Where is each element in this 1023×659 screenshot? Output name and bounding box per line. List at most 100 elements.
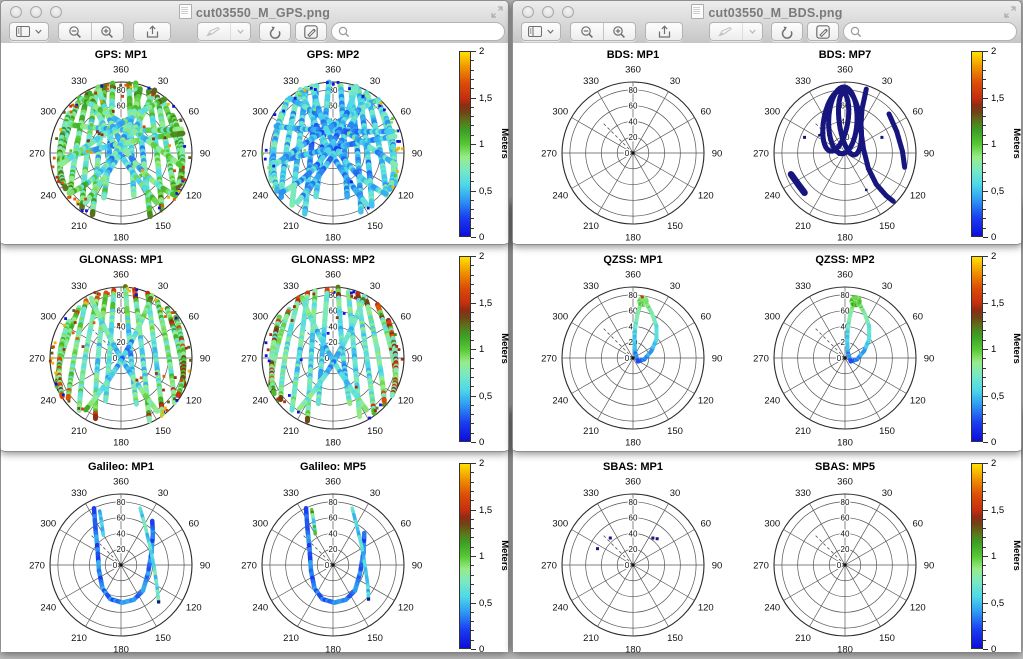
- colorbar-minor-tick: [471, 134, 474, 136]
- svg-text:330: 330: [795, 281, 811, 292]
- colorbar-minor-tick: [471, 265, 474, 267]
- colorbar-minor-tick: [983, 218, 986, 220]
- zoom-button[interactable]: [562, 6, 574, 18]
- svg-text:270: 270: [29, 149, 45, 160]
- share-button[interactable]: [645, 22, 683, 41]
- search-field[interactable]: [843, 22, 1017, 41]
- edit-button[interactable]: [295, 22, 327, 41]
- svg-text:180: 180: [837, 438, 853, 449]
- zoom-in-button[interactable]: [90, 23, 123, 40]
- colorbar-minor-tick: [471, 199, 474, 201]
- svg-text:330: 330: [583, 76, 599, 87]
- svg-text:90: 90: [412, 354, 423, 365]
- fullscreen-icon[interactable]: [1004, 5, 1016, 18]
- svg-text:80: 80: [117, 86, 126, 95]
- svg-text:360: 360: [113, 477, 129, 488]
- share-button[interactable]: [133, 22, 171, 41]
- colorbar-minor-tick: [471, 376, 474, 378]
- fullscreen-icon[interactable]: [491, 5, 503, 18]
- svg-text:270: 270: [541, 561, 557, 572]
- colorbar-tick-label: 2: [479, 251, 485, 262]
- titlebar[interactable]: cut03550_M_GPS.png: [1, 1, 508, 21]
- svg-text:300: 300: [552, 107, 568, 118]
- edit-button[interactable]: [807, 22, 839, 41]
- zoom-in-button[interactable]: [602, 23, 635, 40]
- colorbar-minor-tick: [983, 386, 986, 388]
- markup-pen-button[interactable]: [198, 23, 230, 40]
- titlebar[interactable]: cut03550_M_BDS.png: [513, 1, 1021, 21]
- svg-text:270: 270: [241, 149, 257, 160]
- zoom-out-button[interactable]: [59, 23, 91, 40]
- sidebar-view-button[interactable]: [9, 22, 49, 41]
- plot-title: GPS: MP2: [306, 49, 360, 61]
- window-bds[interactable]: cut03550_M_BDS.png BDS: MP1 360 30 60 90 120 1…: [512, 0, 1022, 245]
- colorbar-minor-tick: [983, 125, 986, 127]
- svg-text:330: 330: [283, 488, 299, 499]
- svg-text:90: 90: [200, 149, 211, 160]
- svg-text:210: 210: [283, 426, 299, 437]
- search-input[interactable]: [866, 24, 1010, 39]
- svg-text:0: 0: [837, 561, 842, 570]
- svg-text:60: 60: [117, 102, 126, 111]
- markup-dropdown-button[interactable]: [741, 23, 762, 40]
- colorbar-minor-tick: [471, 386, 474, 388]
- plot-row-bds: BDS: MP1 360 30 60 90 120 150 180 210 240 270 300 33…: [513, 43, 1022, 243]
- svg-text:60: 60: [117, 514, 126, 523]
- svg-text:60: 60: [329, 514, 338, 523]
- markup-button-group: [197, 22, 251, 41]
- colorbar-minor-tick: [983, 227, 986, 229]
- colorbar-major-tick: [983, 556, 988, 557]
- colorbar-minor-tick: [983, 199, 986, 201]
- colorbar-minor-tick: [983, 209, 986, 211]
- colorbar-gradient: [971, 51, 983, 237]
- minimize-button[interactable]: [30, 6, 42, 18]
- colorbar-minor-tick: [471, 583, 474, 585]
- zoom-button[interactable]: [50, 6, 62, 18]
- markup-pen-button[interactable]: [710, 23, 742, 40]
- chevron-down-icon: [237, 29, 244, 34]
- minimize-button[interactable]: [542, 6, 554, 18]
- close-button[interactable]: [522, 6, 534, 18]
- svg-text:210: 210: [583, 633, 599, 644]
- rotate-left-button[interactable]: [259, 22, 291, 41]
- colorbar-minor-tick: [471, 162, 474, 164]
- sidebar-view-button[interactable]: [521, 22, 561, 41]
- svg-text:180: 180: [837, 645, 853, 656]
- rotate-left-button[interactable]: [771, 22, 803, 41]
- svg-text:60: 60: [188, 519, 199, 530]
- markup-dropdown-button[interactable]: [229, 23, 250, 40]
- document-icon: [691, 4, 705, 19]
- colorbar-major-tick: [983, 256, 988, 257]
- colorbar-minor-tick: [471, 171, 474, 173]
- share-icon: [145, 24, 160, 39]
- svg-text:240: 240: [252, 396, 268, 407]
- search-field[interactable]: [331, 22, 505, 41]
- colorbar: 2 1,5 1 0,5 0 Meters: [963, 248, 1023, 448]
- colorbar-minor-tick: [471, 537, 474, 539]
- svg-text:90: 90: [200, 561, 211, 572]
- colorbar-minor-tick: [471, 283, 474, 285]
- colorbar-minor-tick: [471, 574, 474, 576]
- colorbar-minor-tick: [471, 339, 474, 341]
- svg-text:240: 240: [40, 603, 56, 614]
- search-input[interactable]: [354, 24, 498, 39]
- chevron-down-icon: [35, 29, 42, 34]
- window-gps[interactable]: cut03550_M_GPS.png GPS: MP1 360 30 60 90 120 1…: [0, 0, 510, 245]
- svg-text:120: 120: [910, 191, 926, 202]
- colorbar-minor-tick: [471, 125, 474, 127]
- svg-text:330: 330: [795, 488, 811, 499]
- plot-title: QZSS: MP1: [603, 254, 663, 266]
- svg-text:330: 330: [71, 281, 87, 292]
- colorbar-major-tick: [471, 649, 476, 650]
- colorbar-minor-tick: [471, 528, 474, 530]
- close-button[interactable]: [10, 6, 22, 18]
- svg-text:360: 360: [325, 65, 341, 76]
- zoom-out-button[interactable]: [571, 23, 603, 40]
- svg-text:180: 180: [625, 438, 641, 449]
- colorbar-minor-tick: [983, 116, 986, 118]
- svg-text:60: 60: [700, 312, 711, 323]
- colorbar-tick-label: 0: [991, 644, 997, 655]
- colorbar-major-tick: [983, 463, 988, 464]
- svg-text:300: 300: [764, 312, 780, 323]
- colorbar-minor-tick: [471, 106, 474, 108]
